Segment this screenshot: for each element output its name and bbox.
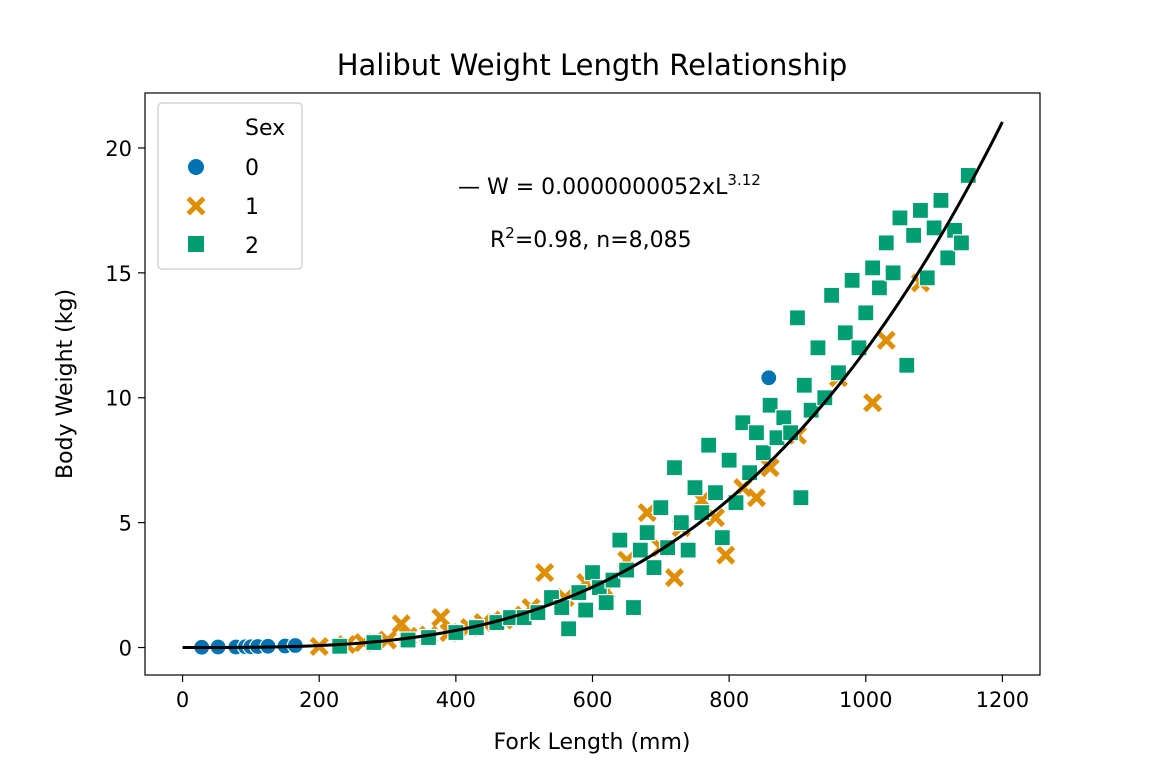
point-sex-2 — [925, 219, 943, 237]
point-sex-1 — [391, 614, 411, 634]
x-tick-label: 200 — [299, 688, 339, 712]
point-sex-2 — [775, 409, 793, 427]
point-sex-2 — [829, 364, 848, 382]
point-sex-2 — [665, 459, 684, 477]
point-sex-2 — [645, 558, 663, 577]
fit-r2: R2=0.98, n=8,085 — [490, 224, 692, 253]
y-tick-label: 5 — [119, 512, 132, 536]
point-sex-2 — [679, 541, 697, 559]
point-sex-2 — [713, 529, 731, 547]
point-sex-2 — [952, 234, 971, 252]
y-tick-label: 15 — [105, 262, 132, 286]
point-sex-2 — [631, 541, 649, 559]
point-sex-2 — [672, 514, 690, 532]
point-sex-1 — [746, 488, 767, 508]
point-sex-2 — [816, 389, 834, 407]
legend: Sex 0 1 2 — [157, 102, 303, 270]
fit-equation: — W = 0.0000000052xL3.12 — [458, 171, 761, 200]
point-sex-2 — [898, 356, 916, 374]
point-sex-2 — [843, 271, 861, 289]
point-sex-2 — [884, 264, 902, 282]
point-sex-2 — [809, 339, 827, 357]
fit-equation-text: — W = 0.0000000052xL — [458, 175, 728, 200]
legend-box — [157, 102, 303, 270]
point-sex-2 — [823, 286, 841, 304]
point-sex-2 — [577, 601, 595, 619]
point-sex-2 — [788, 309, 807, 327]
x-tick-label: 600 — [572, 688, 612, 712]
fit-r2-rest: =0.98, n=8,085 — [515, 228, 692, 253]
point-sex-2 — [761, 396, 779, 414]
point-sex-2 — [795, 376, 813, 394]
legend-marker-0 — [188, 159, 204, 175]
point-sex-2 — [911, 201, 930, 219]
fit-curve — [182, 121, 1004, 650]
point-sex-2 — [918, 269, 936, 287]
legend-marker-2 — [188, 236, 204, 252]
point-sex-2 — [734, 414, 752, 432]
point-sex-2 — [857, 304, 875, 322]
point-sex-1 — [431, 608, 451, 628]
legend-marker-1 — [186, 196, 206, 216]
point-sex-2 — [559, 620, 578, 638]
fit-layer — [182, 121, 1004, 650]
x-tick-label: 0 — [176, 688, 189, 712]
y-tick-label: 10 — [105, 387, 132, 411]
y-tick-label: 20 — [105, 137, 132, 161]
point-sex-2 — [891, 209, 909, 227]
chart-title: Halibut Weight Length Relationship — [337, 48, 848, 82]
point-sex-2 — [700, 436, 718, 454]
point-sex-0 — [760, 369, 778, 387]
point-sex-2 — [870, 279, 889, 297]
legend-label-0: 0 — [245, 156, 259, 181]
point-sex-1 — [535, 563, 555, 583]
point-sex-2 — [747, 424, 766, 442]
point-sex-2 — [706, 484, 725, 502]
point-sex-2 — [741, 464, 759, 482]
point-sex-1 — [716, 545, 736, 565]
point-sex-2 — [877, 234, 895, 252]
point-sex-1 — [664, 568, 685, 588]
x-axis-label: Fork Length (mm) — [493, 730, 690, 755]
point-sex-2 — [638, 524, 656, 542]
point-sex-2 — [652, 499, 670, 517]
fit-r2-base: R — [490, 228, 505, 253]
point-sex-2 — [792, 489, 810, 507]
point-sex-2 — [905, 226, 923, 244]
legend-label-2: 2 — [245, 234, 259, 259]
point-sex-2 — [720, 451, 738, 469]
x-tick-label: 1000 — [839, 688, 892, 712]
point-sex-2 — [583, 563, 602, 582]
x-tick-label: 800 — [709, 688, 749, 712]
x-tick-label: 400 — [436, 688, 476, 712]
point-sex-2 — [939, 249, 957, 267]
point-sex-1 — [863, 393, 883, 413]
point-sex-1 — [637, 503, 657, 523]
legend-title: Sex — [245, 116, 285, 141]
y-tick-label: 0 — [119, 637, 132, 661]
y-axis-label: Body Weight (kg) — [53, 289, 78, 479]
point-sex-2 — [624, 598, 643, 617]
point-sex-2 — [932, 191, 950, 210]
point-sex-2 — [836, 324, 854, 342]
point-sex-1 — [876, 330, 896, 350]
legend-label-1: 1 — [245, 195, 259, 220]
fit-r2-sup: 2 — [505, 224, 515, 242]
x-tick-label: 1200 — [976, 688, 1029, 712]
fit-equation-exponent: 3.12 — [727, 171, 760, 189]
point-sex-2 — [754, 444, 772, 462]
point-sex-2 — [611, 531, 629, 549]
point-sex-2 — [686, 479, 704, 497]
point-sex-2 — [597, 593, 615, 612]
point-sex-2 — [864, 259, 882, 277]
